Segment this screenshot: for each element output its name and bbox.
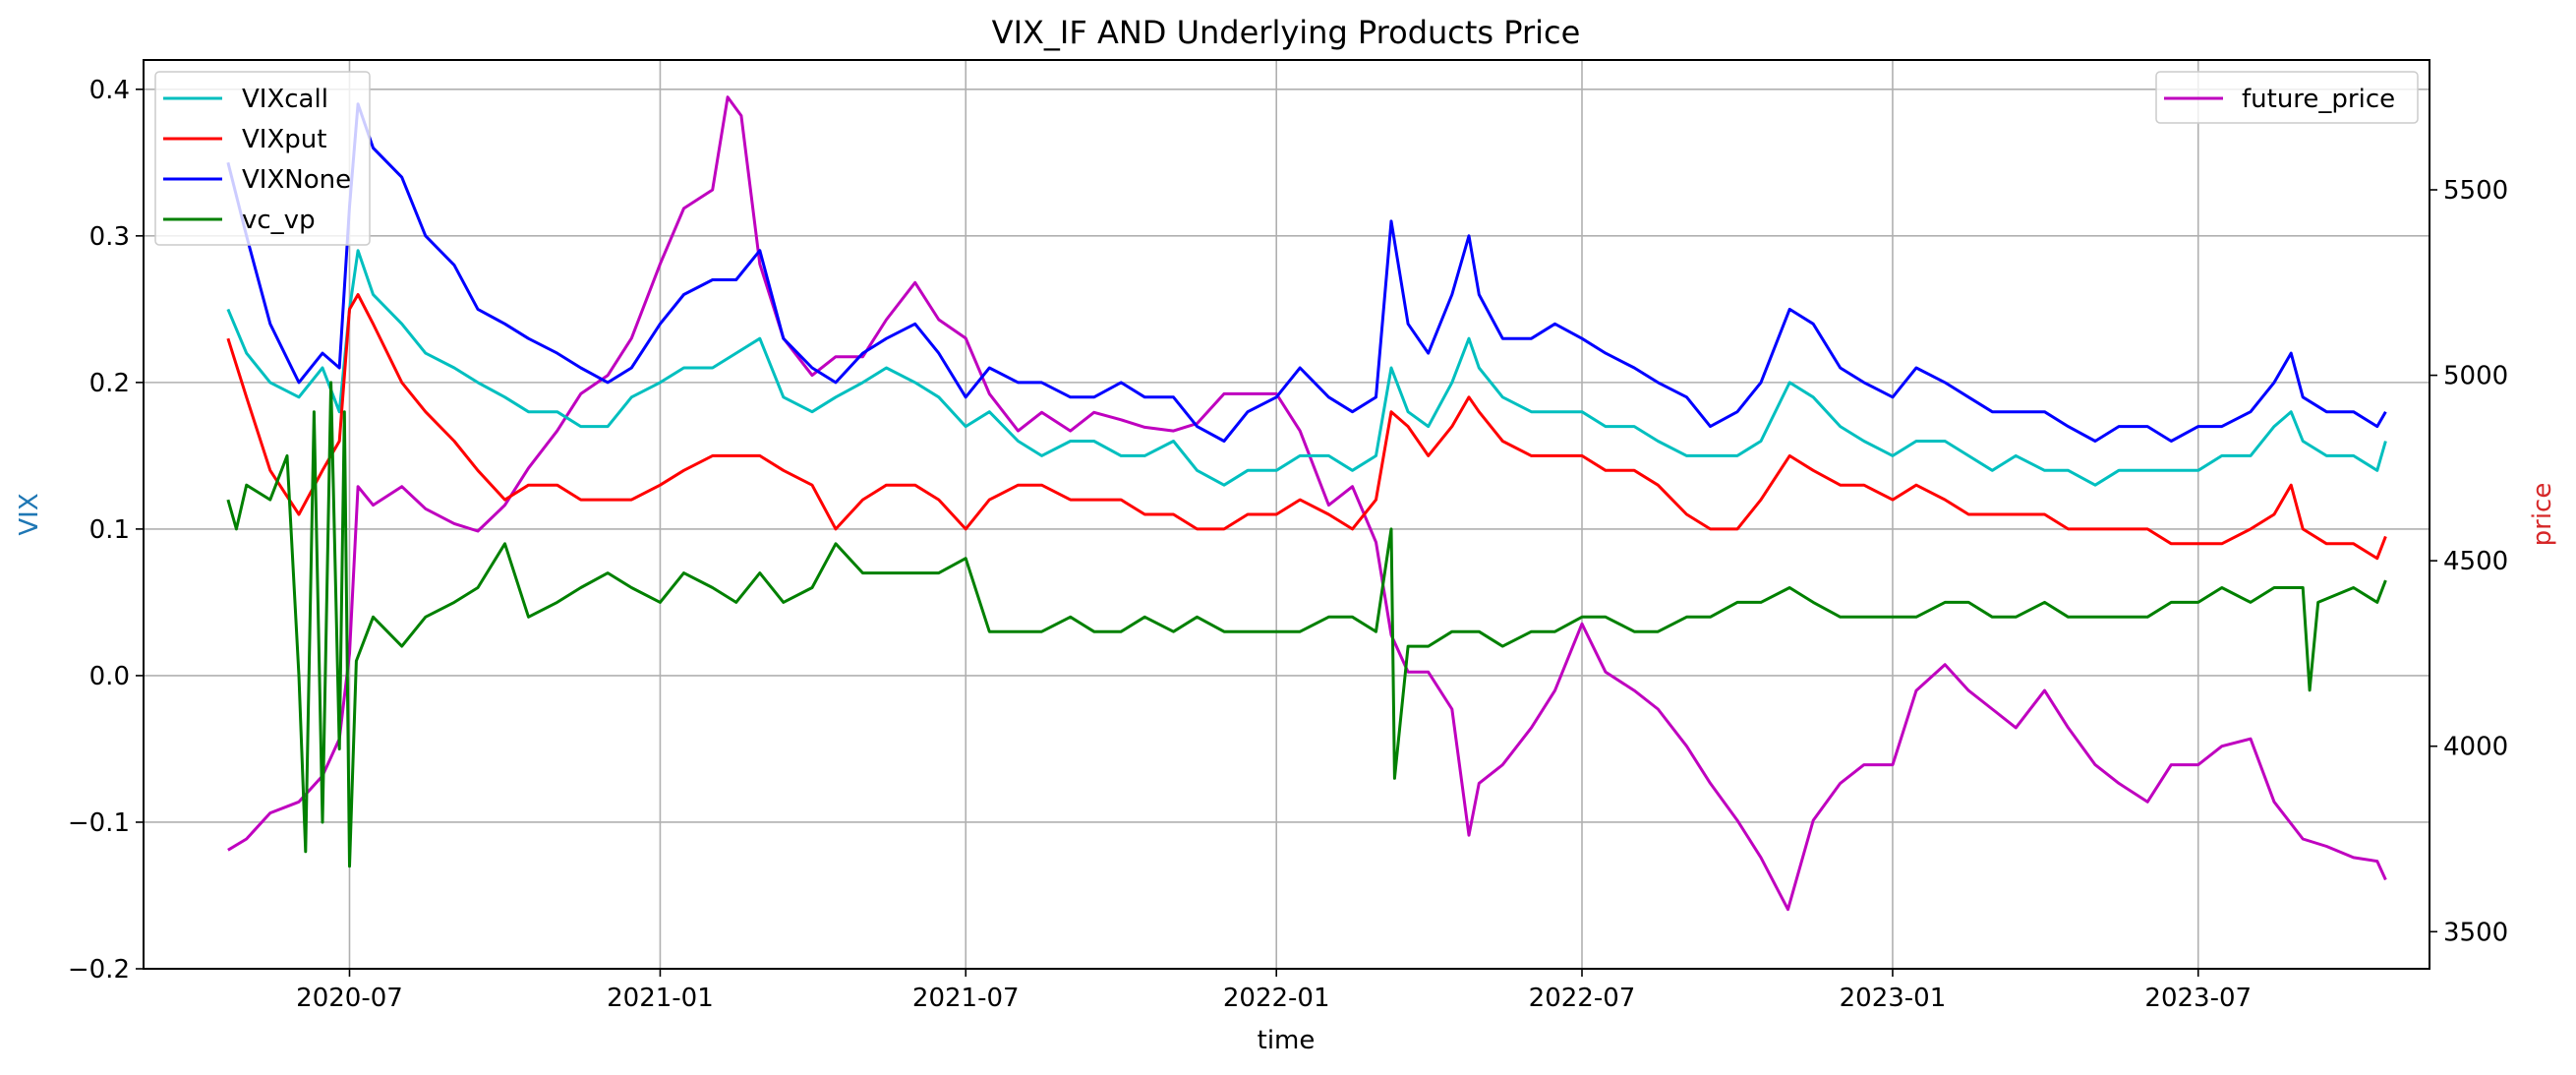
plot-lines [226, 95, 2387, 912]
plot-frame [143, 59, 2430, 970]
legend-label: VIXNone [242, 165, 351, 195]
x-tick-label: 2023-07 [2144, 984, 2252, 1013]
legend-right: future_price [2155, 71, 2419, 124]
x-axis: 2020-07 2021-01 2021-07 2022-01 2022-07 2023-… [296, 969, 2252, 1013]
x-tick-label: 2022-07 [1529, 984, 1636, 1013]
y-left-tick-label: 0.4 [89, 76, 130, 105]
y-right-tick-label: 5000 [2443, 362, 2508, 391]
y-left-tick-label: −0.2 [68, 955, 130, 985]
y-axis-right-label: price [2528, 483, 2557, 547]
x-tick-label: 2021-07 [912, 984, 1020, 1013]
legend-label: VIXcall [242, 85, 328, 114]
y-right-tick-label: 5500 [2443, 176, 2508, 206]
y-right-tick-label: 3500 [2443, 918, 2508, 947]
x-tick-label: 2022-01 [1223, 984, 1330, 1013]
series-line-future-price [227, 95, 2387, 912]
legend-label: VIXput [242, 125, 326, 154]
y-axis-left: −0.2 −0.1 0.0 0.1 0.2 0.3 0.4 [68, 76, 144, 985]
y-left-tick-label: 0.1 [89, 515, 130, 545]
x-tick-label: 2023-01 [1840, 984, 1947, 1013]
y-right-tick-label: 4500 [2443, 547, 2508, 576]
legend-right-frame [2155, 71, 2419, 124]
y-axis-right: 3500 4000 4500 5000 5500 [2430, 176, 2508, 947]
chart-title: VIX_IF AND Underlying Products Price [992, 14, 1581, 51]
legend-left: VIXcall VIXput VIXNone vc_vp [154, 71, 371, 246]
legend-left-frame [154, 71, 371, 246]
legend-label: vc_vp [242, 206, 316, 235]
legend-label: future_price [2242, 85, 2395, 114]
series-line-vc-vp [226, 381, 2387, 868]
x-tick-label: 2021-01 [607, 984, 714, 1013]
series-line-vixcall [226, 249, 2387, 487]
y-left-tick-label: 0.0 [89, 662, 130, 691]
y-left-tick-label: 0.2 [89, 369, 130, 398]
y-right-tick-label: 4000 [2443, 733, 2508, 762]
x-tick-label: 2020-07 [296, 984, 403, 1013]
series-line-vixnone [226, 102, 2387, 443]
x-axis-label: time [1258, 1026, 1316, 1055]
y-axis-left-label: VIX [15, 493, 44, 535]
series-line-vixput [226, 293, 2387, 561]
y-left-tick-label: −0.1 [68, 808, 130, 838]
y-left-tick-label: 0.3 [89, 222, 130, 252]
